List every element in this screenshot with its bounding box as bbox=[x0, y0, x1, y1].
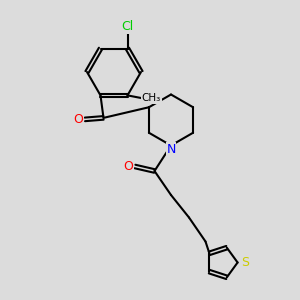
Text: O: O bbox=[74, 113, 83, 126]
Text: Cl: Cl bbox=[122, 20, 134, 33]
Text: CH₃: CH₃ bbox=[142, 93, 161, 103]
Text: N: N bbox=[166, 142, 176, 156]
Text: S: S bbox=[241, 256, 249, 269]
Text: O: O bbox=[124, 160, 133, 173]
